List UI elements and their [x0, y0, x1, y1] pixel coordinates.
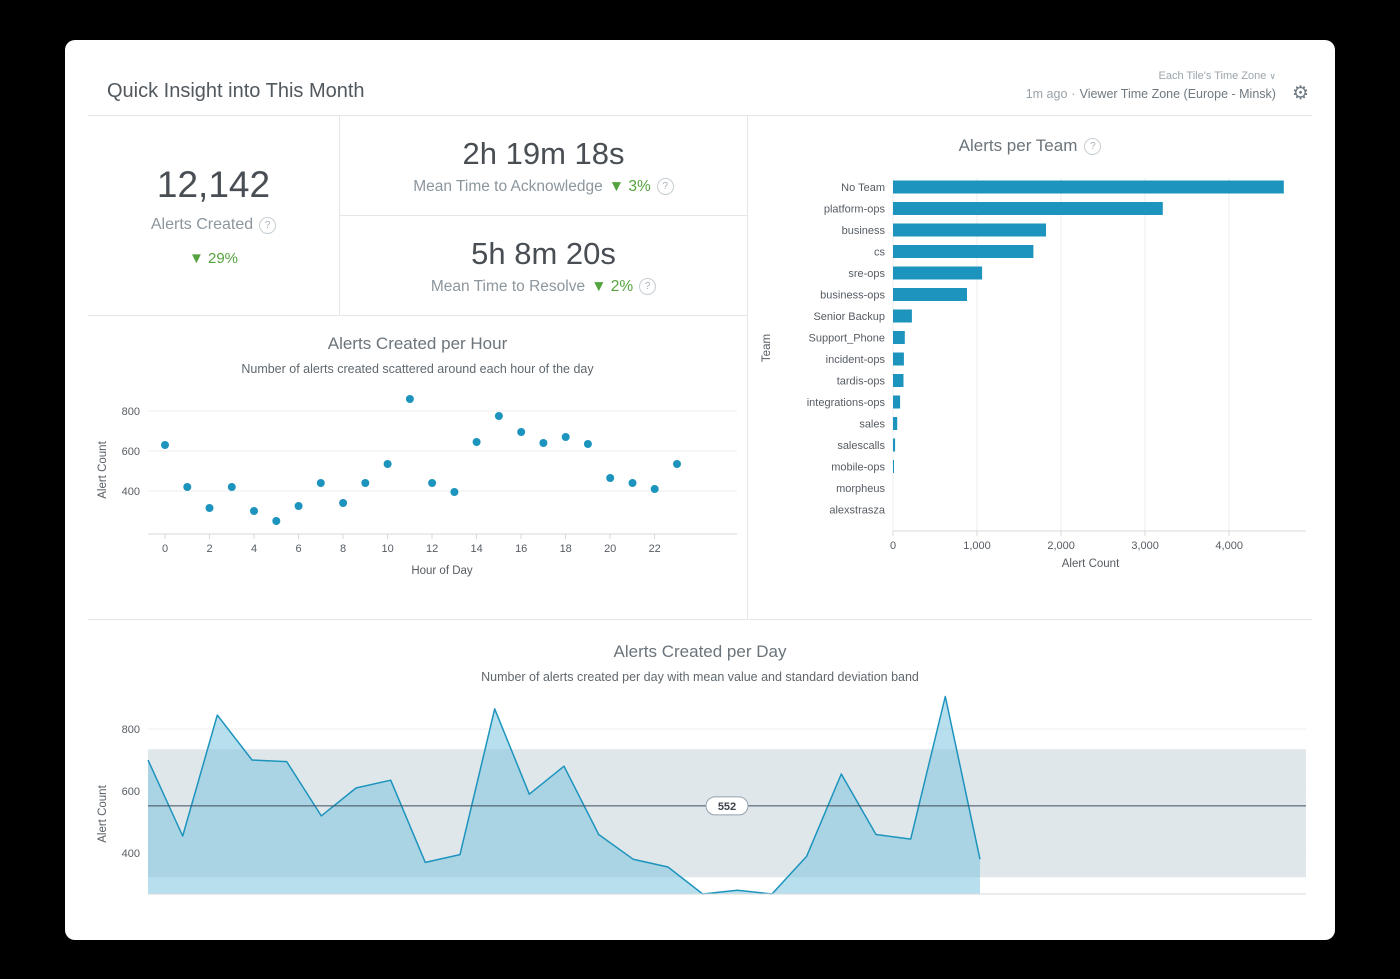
svg-text:18: 18 — [560, 543, 572, 555]
svg-text:integrations-ops: integrations-ops — [807, 397, 886, 409]
viewer-timezone-label: Viewer Time Zone (Europe - Minsk) — [1079, 86, 1276, 101]
alerts-per-day-title: Alerts Created per Day — [613, 642, 787, 661]
alerts-created-value: 12,142 — [156, 164, 271, 205]
svg-text:tardis-ops: tardis-ops — [837, 376, 886, 388]
svg-text:400: 400 — [122, 848, 140, 860]
chevron-down-icon: ∨ — [1269, 70, 1276, 81]
svg-text:400: 400 — [122, 486, 140, 498]
svg-text:Support_Phone: Support_Phone — [809, 333, 885, 345]
svg-text:Alert Count: Alert Count — [97, 440, 109, 498]
dot-separator: · — [1071, 86, 1076, 101]
svg-text:alexstrasza: alexstrasza — [829, 505, 886, 517]
dashboard-card: Quick Insight into This Month Each Tile'… — [65, 40, 1335, 940]
timezone-block: Each Tile's Time Zone ∨ 1m ago · Viewer Tim… — [1026, 69, 1276, 103]
mttr-label-row: Mean Time to Resolve ▼ 2% ? — [430, 277, 657, 296]
svg-text:0: 0 — [162, 543, 168, 555]
svg-text:business: business — [842, 225, 886, 237]
alerts-created-delta: ▼ 29% — [188, 250, 239, 267]
mtta-value: 2h 19m 18s — [462, 135, 625, 171]
svg-text:business-ops: business-ops — [820, 290, 885, 302]
svg-text:3,000: 3,000 — [1131, 540, 1159, 552]
last-updated: 1m ago — [1025, 86, 1068, 101]
svg-text:1,000: 1,000 — [963, 540, 991, 552]
svg-text:800: 800 — [122, 724, 140, 736]
svg-text:600: 600 — [122, 446, 140, 458]
alerts-created-label-row: Alerts Created ? — [150, 216, 277, 234]
mtta-tile: 2h 19m 18s Mean Time to Acknowledge ▼ 3%… — [340, 116, 747, 216]
mtta-delta: ▼ 3% — [608, 177, 651, 195]
mttr-value: 5h 8m 20s — [471, 235, 616, 271]
svg-text:cs: cs — [874, 247, 886, 259]
mtta-label-row: Mean Time to Acknowledge ▼ 3% ? — [413, 178, 674, 196]
svg-text:6: 6 — [296, 543, 302, 555]
svg-text:2: 2 — [206, 543, 212, 555]
svg-text:4,000: 4,000 — [1215, 540, 1243, 552]
svg-text:No Team: No Team — [841, 182, 885, 194]
left-column: 12,142 Alerts Created ? ▼ 29% 2h 19m 18s… — [88, 116, 748, 619]
alerts-per-hour-subtitle: Number of alerts created scattered aroun… — [241, 362, 594, 376]
alerts-per-day-chart[interactable]: 400 600 800 552 Alert Count — [88, 694, 1312, 904]
tiles-grid: 12,142 Alerts Created ? ▼ 29% 2h 19m 18s… — [88, 115, 1312, 619]
alerts-per-hour-chart[interactable]: 400 600 800 0 2 4 6 8 10 12 14 16 18 20 22 Hour of Day A… — [88, 382, 747, 602]
svg-text:22: 22 — [649, 543, 661, 555]
alerts-per-team-tile: Alerts per Team ? 0 1,000 2,000 3,000 4,000 N… — [748, 116, 1312, 619]
mttr-delta: ▼ 2% — [591, 277, 634, 295]
mttr-label: Mean Time to Resolve — [430, 277, 586, 295]
mttr-tile: 5h 8m 20s Mean Time to Resolve ▼ 2% ? — [340, 216, 747, 315]
svg-text:Senior Backup: Senior Backup — [813, 311, 885, 323]
time-metrics-stack: 2h 19m 18s Mean Time to Acknowledge ▼ 3%… — [340, 116, 747, 315]
alerts-per-day-subtitle: Number of alerts created per day with me… — [481, 670, 919, 684]
alerts-created-label: Alerts Created — [150, 216, 254, 233]
svg-text:Hour of Day: Hour of Day — [411, 565, 473, 577]
svg-text:morpheus: morpheus — [836, 483, 885, 495]
alerts-per-team-chart[interactable]: 0 1,000 2,000 3,000 4,000 No Team platform-ops… — [748, 174, 1312, 574]
alerts-per-day-tile: Alerts Created per Day Number of alerts … — [88, 619, 1312, 914]
svg-text:8: 8 — [340, 543, 346, 555]
tile-timezone-selector[interactable]: Each Tile's Time Zone ∨ — [1026, 69, 1276, 85]
svg-text:sales: sales — [859, 419, 885, 431]
svg-text:Team: Team — [761, 334, 773, 362]
svg-text:12: 12 — [426, 543, 438, 555]
svg-text:Alert Count: Alert Count — [97, 784, 109, 842]
svg-text:2,000: 2,000 — [1047, 540, 1075, 552]
svg-text:salescalls: salescalls — [837, 440, 885, 452]
svg-text:600: 600 — [122, 786, 140, 798]
gear-icon[interactable]: ⚙ — [1291, 83, 1309, 104]
help-icon[interactable]: ? — [639, 278, 657, 295]
page-title: Quick Insight into This Month — [107, 80, 365, 102]
help-icon[interactable]: ? — [1084, 137, 1102, 155]
dashboard-header: Quick Insight into This Month Each Tile'… — [65, 40, 1335, 115]
svg-text:incident-ops: incident-ops — [826, 354, 886, 366]
tile-timezone-label: Each Tile's Time Zone — [1158, 69, 1267, 82]
svg-text:20: 20 — [604, 543, 616, 555]
alerts-per-day-title-row: Alerts Created per Day — [88, 642, 1312, 662]
alerts-per-hour-tile: Alerts Created per Hour Number of alerts… — [88, 334, 747, 619]
alerts-per-team-title-row: Alerts per Team ? — [748, 136, 1312, 156]
viewer-timezone-row: 1m ago · Viewer Time Zone (Europe - Minsk) — [1026, 85, 1276, 103]
metrics-row: 12,142 Alerts Created ? ▼ 29% 2h 19m 18s… — [88, 116, 747, 316]
svg-text:10: 10 — [381, 543, 393, 555]
svg-text:552: 552 — [718, 801, 736, 813]
svg-text:mobile-ops: mobile-ops — [831, 462, 885, 474]
help-icon[interactable]: ? — [259, 216, 277, 234]
svg-text:4: 4 — [251, 543, 257, 555]
alerts-per-team-title: Alerts per Team — [958, 136, 1078, 155]
svg-text:16: 16 — [515, 543, 527, 555]
alerts-created-tile: 12,142 Alerts Created ? ▼ 29% — [88, 116, 340, 315]
svg-text:sre-ops: sre-ops — [848, 268, 885, 280]
svg-text:0: 0 — [890, 540, 896, 552]
alerts-per-hour-title-row: Alerts Created per Hour — [88, 334, 747, 354]
svg-text:800: 800 — [122, 406, 140, 418]
help-icon[interactable]: ? — [656, 178, 674, 195]
svg-text:platform-ops: platform-ops — [824, 204, 886, 216]
svg-text:14: 14 — [470, 543, 482, 555]
svg-text:Alert Count: Alert Count — [1062, 558, 1120, 570]
mtta-label: Mean Time to Acknowledge — [413, 177, 603, 195]
alerts-per-hour-title: Alerts Created per Hour — [327, 334, 508, 353]
